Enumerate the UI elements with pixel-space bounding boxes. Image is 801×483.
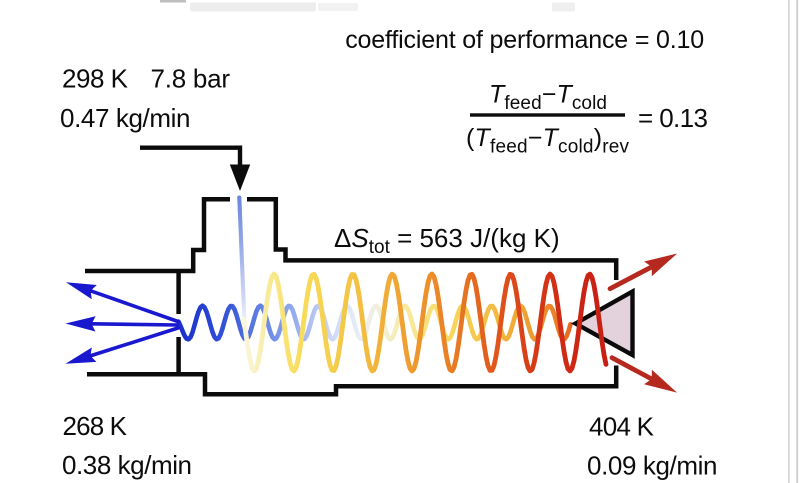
svg-text:298 K: 298 K [62, 64, 129, 94]
svg-text:268 K: 268 K [63, 411, 128, 441]
svg-text:0.38 kg/min: 0.38 kg/min [62, 450, 192, 480]
svg-text:404 K: 404 K [589, 411, 655, 441]
svg-text:0.09 kg/min: 0.09 kg/min [587, 451, 718, 481]
svg-text:= 0.13: = 0.13 [638, 103, 708, 133]
svg-text:0.47 kg/min: 0.47 kg/min [60, 103, 191, 133]
svg-text:Tfeed−Tcold: Tfeed−Tcold [489, 81, 607, 115]
svg-text:7.8 bar: 7.8 bar [151, 64, 231, 94]
svg-text:ΔStot = 563 J/(kg K): ΔStot = 563 J/(kg K) [334, 223, 560, 258]
svg-text:coefficient of performance = 0: coefficient of performance = 0.10 [345, 26, 704, 54]
